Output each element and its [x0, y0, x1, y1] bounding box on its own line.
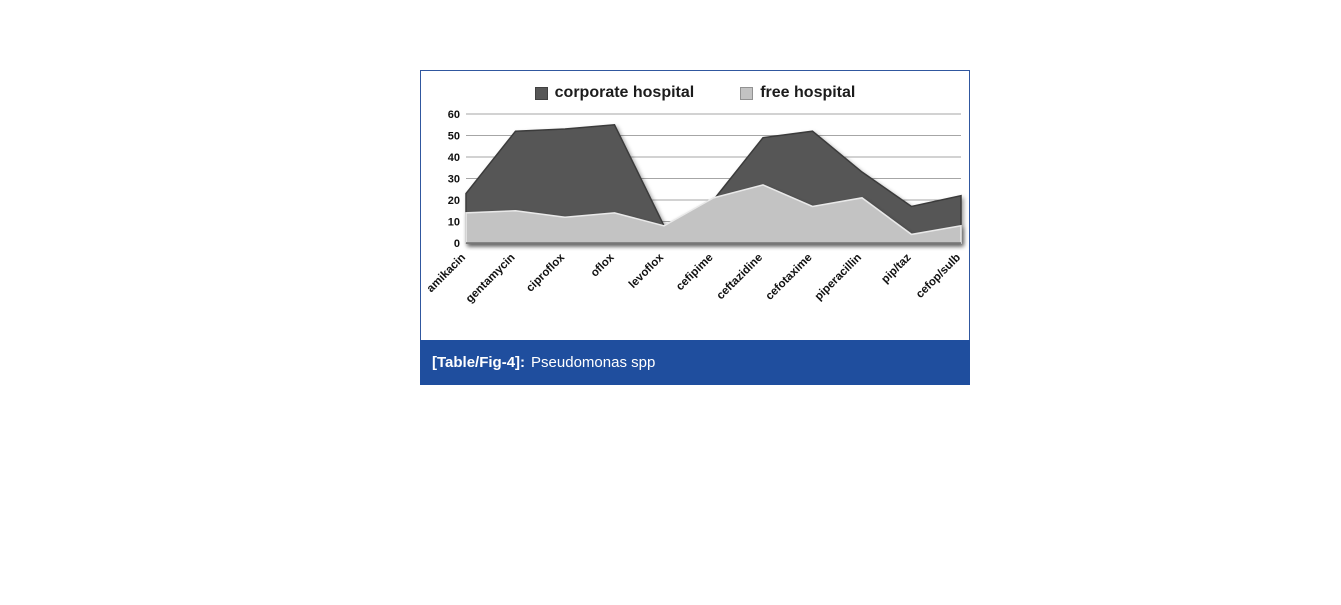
x-category-label: cefipime [674, 252, 715, 293]
x-category-label: pip/taz [879, 251, 913, 285]
y-tick-label: 60 [448, 109, 460, 121]
x-category-label: oflox [589, 251, 617, 279]
figure-caption-label: [Table/Fig-4]: [432, 354, 526, 371]
legend-item-free-hospital: free hospital [740, 84, 855, 102]
legend-item-corporate-hospital: corporate hospital [534, 84, 695, 102]
y-tick-label: 30 [448, 174, 460, 186]
y-tick-label: 50 [448, 131, 460, 143]
x-category-label: cefop/sulb [914, 252, 963, 301]
chart-box: corporate hospital free hospital 0 10 20 30… [420, 70, 970, 340]
y-tick-label: 0 [454, 238, 460, 250]
y-tick-label: 10 [448, 217, 460, 229]
series-area-1 [465, 184, 962, 244]
figure-caption-text: Pseudomonas spp [531, 354, 656, 371]
legend-swatch-free-icon [740, 86, 754, 100]
figure-table-fig-4: corporate hospital free hospital 0 10 20 30… [420, 70, 970, 385]
legend-swatch-corporate-icon [534, 86, 548, 100]
x-category-label: amikacin [425, 252, 468, 295]
x-category-label: gentamycin [464, 252, 518, 306]
chart-legend: corporate hospital free hospital [421, 71, 969, 107]
legend-label-free: free hospital [760, 84, 856, 101]
x-category-label: ciproflox [524, 251, 567, 294]
legend-label-corporate: corporate hospital [554, 84, 695, 101]
figure-caption: [Table/Fig-4]: Pseudomonas spp [420, 340, 970, 385]
x-category-label: levoflox [627, 251, 667, 291]
x-category-label: ceftazidine [715, 252, 766, 303]
y-tick-label: 20 [448, 195, 460, 207]
x-category-label: cefotaxime [764, 252, 815, 303]
x-category-label: piperacillin [813, 252, 864, 303]
y-tick-label: 40 [448, 152, 460, 164]
